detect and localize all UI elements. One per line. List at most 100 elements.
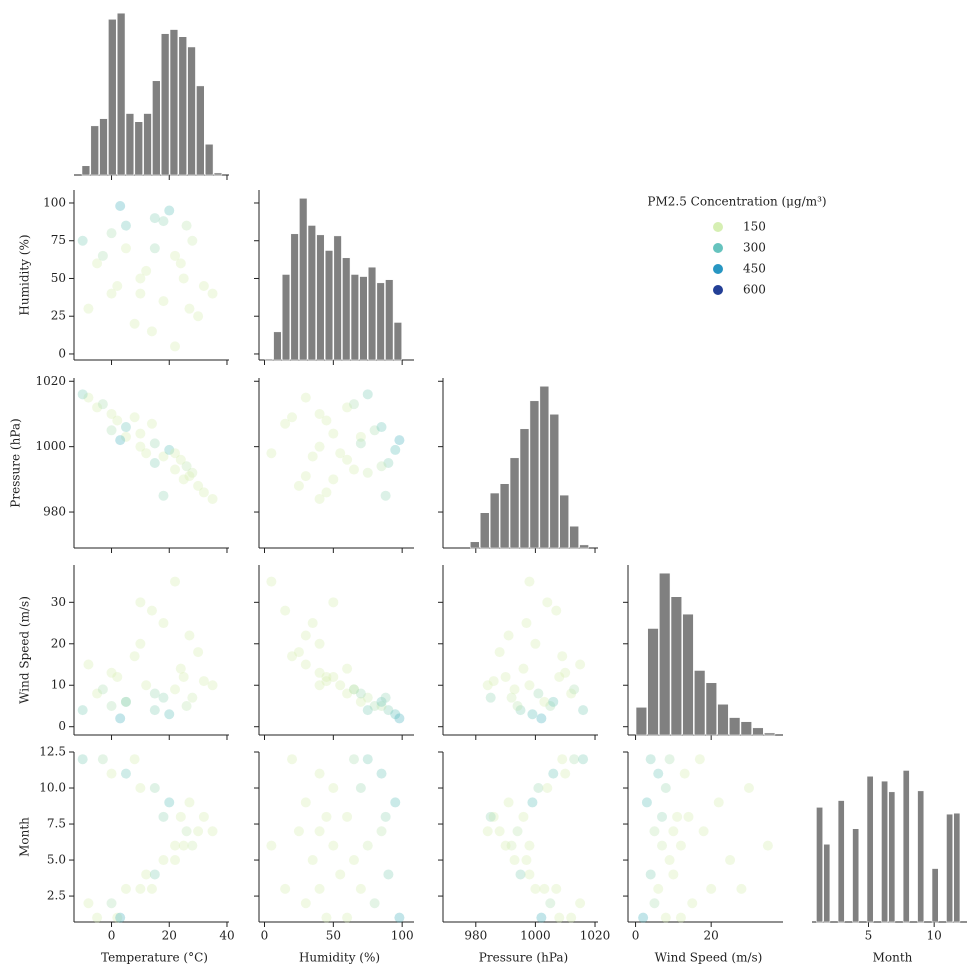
- scatter-point: [348, 855, 359, 866]
- scatter-point: [362, 840, 373, 851]
- scatter-point: [129, 412, 140, 423]
- scatter-point: [181, 700, 192, 711]
- scatter-point: [149, 213, 160, 224]
- scatter-point: [706, 883, 717, 894]
- y-tick-label: 30: [51, 595, 66, 609]
- scatter-point: [175, 663, 186, 674]
- histogram-bar: [837, 800, 845, 923]
- y-axis-label: Humidity (%): [18, 234, 32, 315]
- scatter-point: [207, 493, 218, 504]
- scatter-point: [178, 671, 189, 682]
- scatter-point: [524, 840, 535, 851]
- scatter-point: [164, 709, 175, 720]
- scatter-point: [554, 671, 565, 682]
- x-axis-label: Pressure (hPa): [479, 951, 568, 965]
- histogram-bar: [213, 172, 223, 176]
- scatter-point: [548, 768, 559, 779]
- scatter-point: [120, 422, 131, 433]
- scatter-point: [683, 811, 694, 822]
- y-tick-label: 75: [51, 233, 66, 247]
- scatter-point: [106, 228, 117, 239]
- histogram-bar: [324, 250, 334, 361]
- scatter-point: [533, 783, 544, 794]
- histogram-bar: [519, 428, 530, 549]
- scatter-point: [307, 855, 318, 866]
- scatter-point: [355, 696, 366, 707]
- scatter-point: [348, 684, 359, 695]
- scatter-point: [135, 428, 146, 439]
- y-tick-label: 10: [51, 678, 66, 692]
- scatter-point: [342, 688, 353, 699]
- y-tick-label: 0: [58, 346, 66, 360]
- scatter-point: [506, 840, 517, 851]
- scatter-point: [280, 418, 291, 429]
- scatter-point: [266, 840, 277, 851]
- histogram-bar: [881, 780, 888, 923]
- scatter-point: [521, 618, 532, 629]
- y-tick-label: 25: [51, 309, 66, 323]
- scatter-point: [112, 671, 123, 682]
- scatter-point: [348, 684, 359, 695]
- scatter-point: [383, 869, 394, 880]
- scatter-point: [181, 461, 192, 472]
- scatter-point: [178, 273, 189, 284]
- scatter-point: [300, 898, 311, 909]
- scatter-point: [342, 663, 353, 674]
- scatter-point: [193, 826, 204, 837]
- scatter-point: [184, 797, 195, 808]
- scatter-point: [115, 435, 126, 446]
- scatter-point: [518, 663, 529, 674]
- y-tick-label: 980: [43, 505, 66, 519]
- histogram-bar: [125, 113, 135, 176]
- y-tick-label: 2.5: [47, 889, 66, 903]
- scatter-point: [158, 296, 169, 307]
- histogram-bar: [729, 717, 741, 736]
- scatter-point: [545, 898, 556, 909]
- x-tick-label: 20: [704, 929, 719, 943]
- scatter-point: [175, 811, 186, 822]
- y-tick-label: 1020: [35, 374, 66, 388]
- x-axis-label: Humidity (%): [299, 951, 380, 965]
- scatter-point: [533, 688, 544, 699]
- scatter-point: [335, 680, 346, 691]
- x-tick-label: 5: [865, 929, 873, 943]
- scatter-point: [287, 412, 298, 423]
- scatter-point: [679, 768, 690, 779]
- histogram-bar: [376, 282, 385, 361]
- scatter-point: [115, 912, 126, 923]
- scatter-point: [170, 341, 181, 352]
- histogram-bar: [917, 790, 925, 923]
- scatter-point: [653, 768, 664, 779]
- scatter-point: [287, 651, 298, 662]
- histogram-bar: [187, 46, 196, 176]
- scatter-point: [207, 826, 218, 837]
- scatter-point: [314, 408, 325, 419]
- scatter-point: [293, 480, 304, 491]
- scatter-point: [307, 451, 318, 462]
- legend-marker: [713, 285, 723, 295]
- scatter-point: [509, 684, 520, 695]
- scatter-point: [657, 840, 668, 851]
- scatter-point: [743, 783, 754, 794]
- histogram-bar: [385, 279, 394, 361]
- histogram-bar: [90, 125, 99, 176]
- scatter-point: [184, 630, 195, 641]
- scatter-point: [141, 869, 152, 880]
- histogram-bar: [316, 234, 325, 361]
- scatter-point: [641, 797, 652, 808]
- scatter-point: [355, 883, 366, 894]
- scatter-point: [321, 811, 332, 822]
- scatter-point: [380, 490, 391, 501]
- scatter-point: [314, 441, 325, 452]
- scatter-point: [97, 399, 108, 410]
- scatter-point: [645, 754, 656, 765]
- x-tick-label: 1000: [520, 929, 551, 943]
- x-tick-label: 1020: [580, 929, 611, 943]
- scatter-point: [106, 288, 117, 299]
- histogram-bar: [705, 682, 717, 736]
- scatter-point: [394, 713, 405, 724]
- scatter-point: [536, 912, 547, 923]
- scatter-point: [207, 288, 218, 299]
- histogram-bar: [273, 331, 282, 361]
- scatter-point: [321, 487, 332, 498]
